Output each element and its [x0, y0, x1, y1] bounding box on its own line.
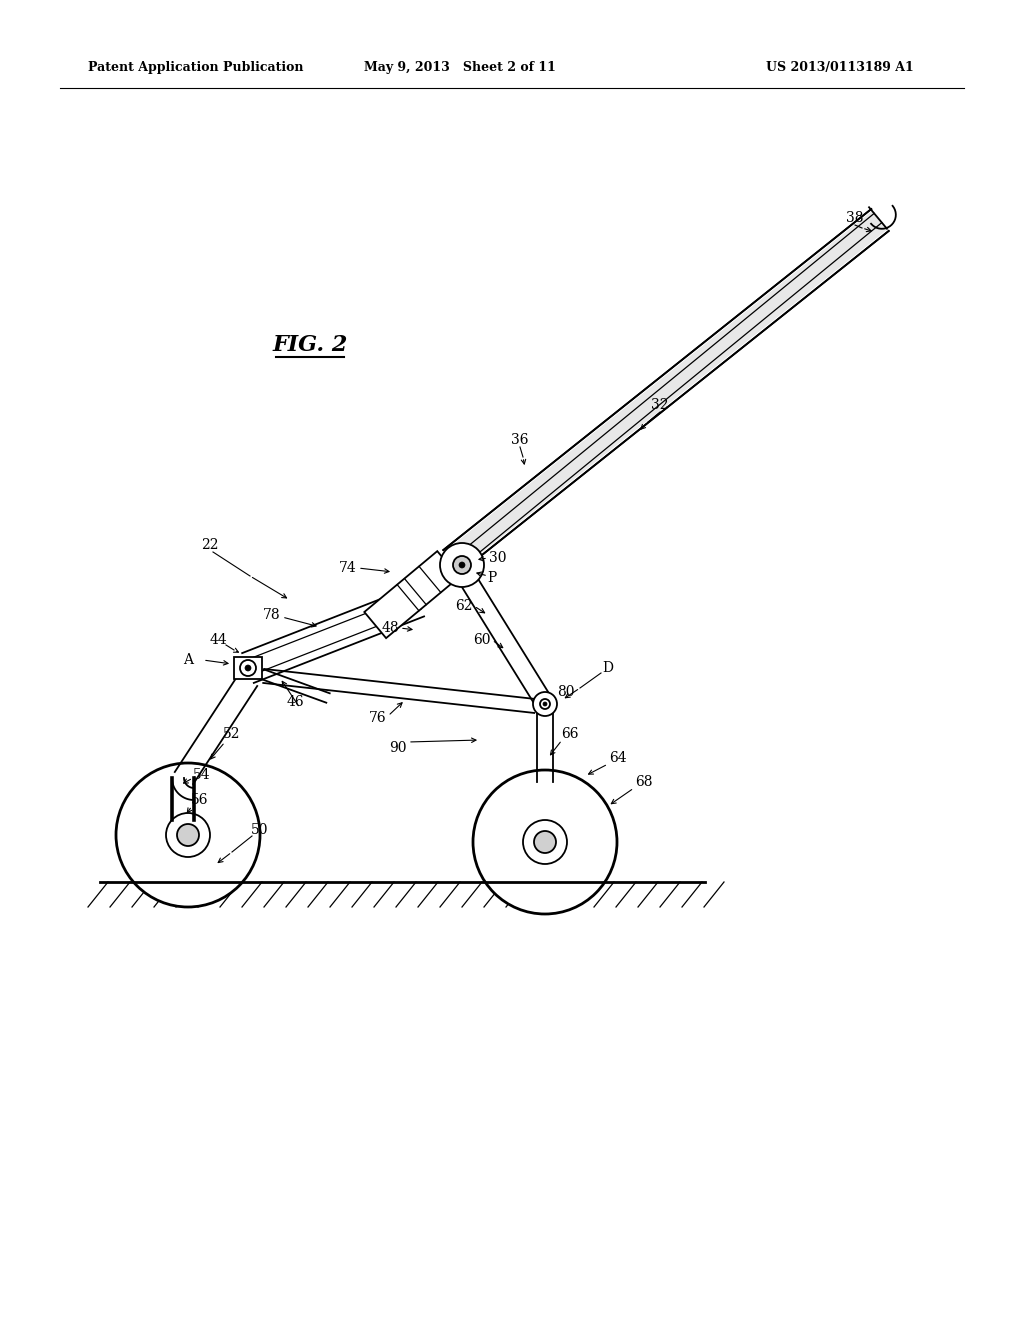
Text: 68: 68 [635, 775, 652, 789]
FancyBboxPatch shape [234, 657, 262, 678]
Text: 90: 90 [389, 741, 407, 755]
Circle shape [543, 702, 547, 706]
Text: Patent Application Publication: Patent Application Publication [88, 62, 303, 74]
Circle shape [540, 700, 550, 709]
Text: FIG. 2: FIG. 2 [272, 334, 348, 356]
Circle shape [534, 832, 556, 853]
Polygon shape [365, 552, 459, 638]
Circle shape [166, 813, 210, 857]
Circle shape [440, 543, 484, 587]
Circle shape [523, 820, 567, 865]
Text: 30: 30 [489, 550, 507, 565]
Text: 44: 44 [209, 634, 227, 647]
Text: P: P [487, 572, 497, 585]
Text: 78: 78 [263, 609, 281, 622]
Circle shape [240, 660, 256, 676]
Text: 46: 46 [286, 696, 304, 709]
Text: 66: 66 [561, 727, 579, 741]
Text: 36: 36 [511, 433, 528, 447]
Text: 74: 74 [339, 561, 357, 576]
Text: 62: 62 [456, 599, 473, 612]
Text: 38: 38 [846, 211, 864, 224]
Text: 32: 32 [651, 399, 669, 412]
Circle shape [116, 763, 260, 907]
Text: 50: 50 [251, 822, 268, 837]
Circle shape [177, 824, 199, 846]
Text: 60: 60 [473, 634, 490, 647]
Text: 56: 56 [191, 793, 209, 807]
Circle shape [459, 562, 465, 568]
Text: D: D [602, 661, 613, 675]
Text: May 9, 2013   Sheet 2 of 11: May 9, 2013 Sheet 2 of 11 [365, 62, 556, 74]
Text: 80: 80 [557, 685, 574, 700]
Text: 76: 76 [370, 711, 387, 725]
Polygon shape [444, 211, 888, 570]
Circle shape [534, 692, 557, 715]
Text: 52: 52 [223, 727, 241, 741]
Text: 64: 64 [609, 751, 627, 766]
Circle shape [245, 665, 251, 671]
Text: US 2013/0113189 A1: US 2013/0113189 A1 [766, 62, 913, 74]
Text: A: A [183, 653, 193, 667]
Text: 48: 48 [381, 620, 398, 635]
Text: 22: 22 [202, 539, 219, 552]
Text: 54: 54 [194, 768, 211, 781]
Circle shape [453, 556, 471, 574]
Circle shape [473, 770, 617, 913]
